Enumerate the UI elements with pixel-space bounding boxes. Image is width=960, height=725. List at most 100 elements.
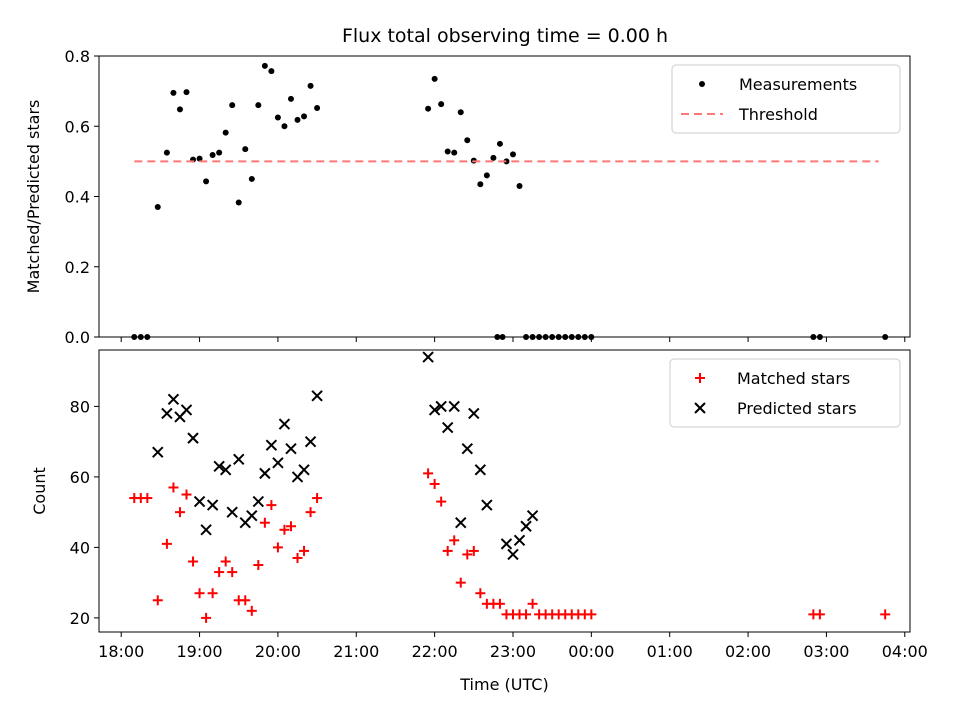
measurement-point bbox=[549, 334, 556, 340]
bottom-panel: 20 40 60 80 18:00 19:00 20:00 21:00 22:00 23:00 00… bbox=[30, 349, 928, 694]
legend-label: Predicted stars bbox=[737, 399, 857, 418]
matched-star-point bbox=[429, 478, 440, 489]
measurement-point bbox=[483, 172, 490, 179]
predicted-star-point bbox=[265, 439, 278, 451]
predicted-star-point bbox=[520, 520, 532, 532]
matched-star-point bbox=[168, 482, 179, 493]
predicted-star-point bbox=[468, 407, 480, 420]
predicted-star-point bbox=[500, 538, 513, 550]
measurement-point bbox=[235, 199, 242, 206]
matched-star-point bbox=[152, 595, 163, 606]
measurement-point bbox=[203, 178, 210, 185]
predicted-star-point bbox=[311, 390, 323, 402]
predicted-star-point bbox=[304, 435, 317, 448]
measurement-point bbox=[562, 334, 569, 340]
matched-star-point bbox=[880, 609, 891, 620]
measurement-point bbox=[503, 158, 510, 165]
measurement-point bbox=[268, 68, 275, 75]
matched-star-point bbox=[436, 496, 447, 507]
measurement-point bbox=[882, 334, 889, 340]
matched-star-point bbox=[527, 598, 538, 609]
predicted-star-point bbox=[278, 418, 291, 430]
measurement-point bbox=[529, 334, 536, 340]
predicted-star-point bbox=[285, 442, 297, 455]
matched-star-point bbox=[174, 507, 185, 518]
matched-star-point bbox=[475, 588, 486, 599]
predicted-star-point bbox=[507, 548, 519, 561]
measurement-point bbox=[516, 182, 523, 189]
measurement-point bbox=[274, 114, 281, 121]
predicted-star-point bbox=[448, 400, 460, 413]
measurement-point bbox=[581, 334, 588, 340]
predicted-star-point bbox=[167, 393, 180, 406]
predicted-star-point bbox=[233, 453, 245, 465]
measurement-point bbox=[242, 146, 249, 153]
predicted-star-point bbox=[193, 495, 206, 508]
x-axis-label: Time (UTC) bbox=[459, 675, 548, 694]
measurement-point bbox=[575, 334, 582, 340]
measurement-point bbox=[163, 149, 170, 156]
legend-box bbox=[671, 64, 901, 134]
matched-star-point bbox=[272, 542, 283, 553]
x-tick-label: 01:00 bbox=[647, 642, 693, 661]
predicted-star-point bbox=[474, 464, 487, 476]
measurement-point bbox=[183, 89, 190, 96]
measurement-point bbox=[248, 175, 255, 182]
matched-star-point bbox=[468, 545, 479, 556]
predicted-star-point bbox=[200, 524, 212, 536]
legend-swatch bbox=[699, 81, 705, 87]
matched-star-point bbox=[220, 556, 231, 567]
x-tick-label: 20:00 bbox=[255, 642, 301, 661]
legend-swatch bbox=[695, 373, 705, 383]
predicted-star-point bbox=[180, 404, 193, 416]
matched-star-point bbox=[586, 609, 597, 620]
predicted-star-point bbox=[152, 446, 164, 458]
predicted-star-point bbox=[161, 407, 173, 420]
measurement-point bbox=[496, 140, 503, 147]
matched-star-point bbox=[253, 560, 264, 571]
measurement-point bbox=[170, 89, 177, 96]
measurement-point bbox=[444, 148, 451, 155]
measurement-point bbox=[314, 104, 321, 111]
measurement-point bbox=[568, 334, 575, 340]
x-tick-label: 19:00 bbox=[177, 642, 223, 661]
matched-star-point bbox=[449, 535, 460, 546]
y-tick-label: 80 bbox=[70, 397, 90, 416]
measurement-point bbox=[255, 102, 262, 109]
matched-star-point bbox=[423, 468, 434, 479]
x-tick-label: 04:00 bbox=[882, 642, 928, 661]
measurement-point bbox=[490, 154, 497, 161]
measurement-point bbox=[499, 334, 506, 340]
legend-swatch bbox=[694, 402, 706, 414]
top-panel: 0.0 0.2 0.4 0.6 0.8 Matched/Predicted stars Me… bbox=[24, 47, 911, 347]
measurement-point bbox=[301, 113, 308, 120]
matched-star-point bbox=[227, 567, 238, 578]
matched-star-point bbox=[266, 500, 277, 511]
predicted-star-point bbox=[187, 432, 199, 444]
measurement-point bbox=[294, 116, 301, 123]
matched-star-point bbox=[240, 595, 251, 606]
legend: Measurements Threshold bbox=[671, 64, 901, 134]
predicted-star-point bbox=[246, 509, 258, 522]
matched-star-point bbox=[285, 521, 296, 532]
measurement-point bbox=[542, 334, 549, 340]
matched-star-point bbox=[312, 493, 323, 504]
predicted-star-point bbox=[206, 499, 219, 511]
predicted-star-point bbox=[513, 534, 526, 547]
measurement-point bbox=[816, 334, 823, 340]
matched-star-point bbox=[299, 545, 310, 556]
measurement-point bbox=[536, 334, 543, 340]
matched-star-point bbox=[259, 517, 270, 528]
matched-star-point bbox=[181, 489, 192, 500]
measurement-point bbox=[154, 204, 161, 211]
legend-label: Matched stars bbox=[737, 369, 850, 388]
measurement-point bbox=[229, 102, 236, 109]
matched-star-point bbox=[214, 567, 225, 578]
measurement-point bbox=[555, 334, 562, 340]
predicted-star-point bbox=[481, 499, 493, 511]
axes-frame bbox=[98, 349, 911, 633]
predicted-star-point bbox=[226, 506, 238, 518]
measurement-point bbox=[209, 152, 216, 159]
